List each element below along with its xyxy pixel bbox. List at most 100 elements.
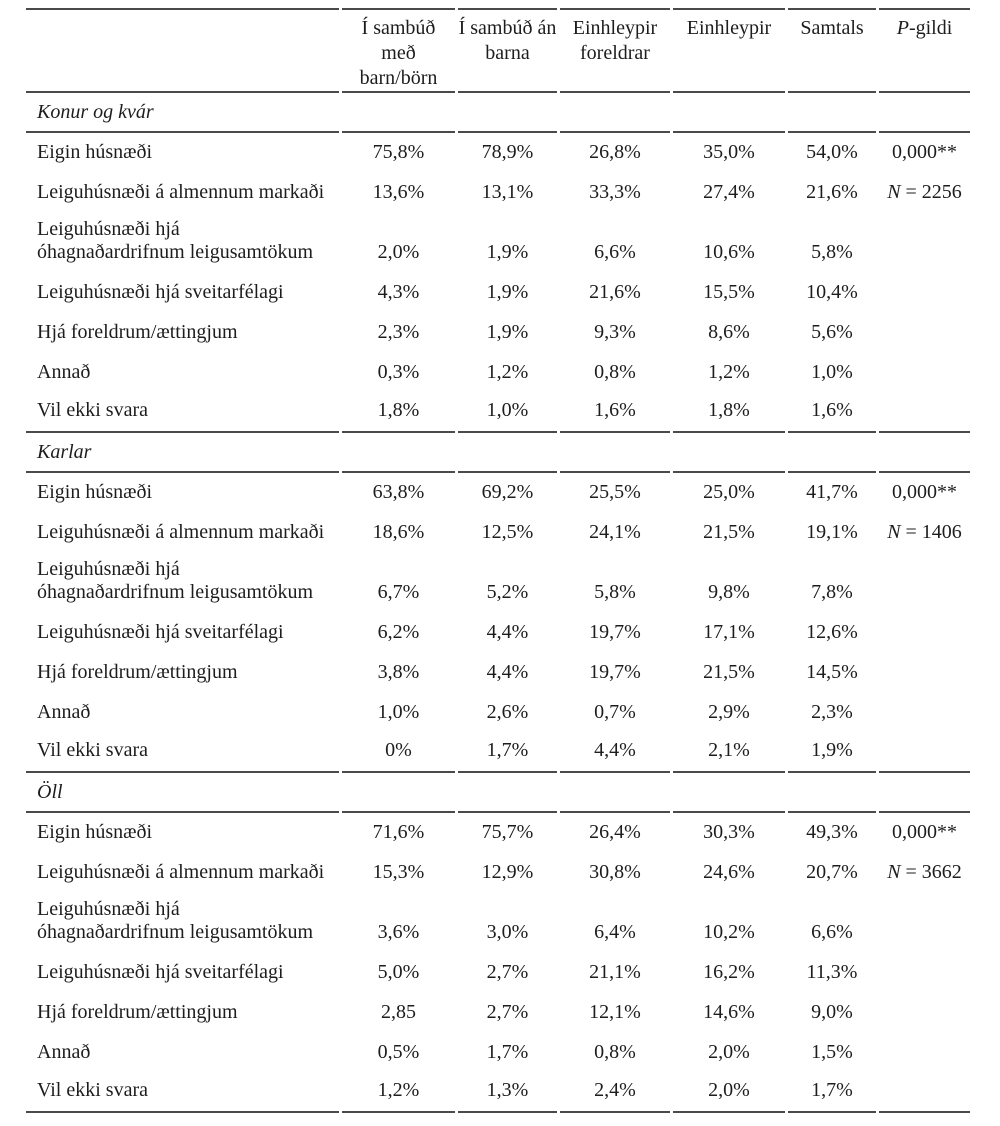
value-cell: 19,1%: [806, 521, 858, 543]
value-cell: 15,3%: [372, 861, 425, 883]
value-cell: 69,2%: [481, 481, 534, 503]
section-empty-cell: [879, 773, 970, 813]
value-cell: 15,5%: [703, 281, 755, 303]
p-cell: [879, 313, 970, 353]
section-empty-cell: [673, 773, 785, 813]
value-cell: 1,2%: [486, 361, 529, 383]
table-row: Leiguhúsnæði hjá óhagnaðardrifnum leigus…: [26, 553, 970, 613]
table-row: Annað 1,0% 2,6% 0,7% 2,9% 2,3%: [26, 693, 970, 733]
column-header-cohabiting-no-children: Í sambúð án barna: [458, 8, 557, 93]
value-cell: 75,8%: [372, 141, 425, 163]
value-cell: 2,7%: [486, 961, 529, 983]
section-empty-cell: [342, 433, 455, 473]
n-count-italic: N: [887, 521, 901, 543]
column-header-single-parents: Einhleypir foreldrar: [560, 8, 670, 93]
value-cell: 1,6%: [560, 393, 670, 433]
table-row: Eigin húsnæði 75,8% 78,9% 26,8% 35,0% 54,0% 0,…: [26, 133, 970, 173]
value-cell: 2,9%: [708, 701, 750, 723]
table-row: Leiguhúsnæði hjá óhagnaðardrifnum leigus…: [26, 213, 970, 273]
value-cell: 1,3%: [458, 1073, 557, 1113]
row-label: Leiguhúsnæði hjá sveitarfélagi: [37, 621, 284, 643]
section-row-oll: Öll: [26, 773, 970, 813]
value-cell: 2,0%: [377, 241, 420, 263]
section-empty-cell: [673, 93, 785, 133]
row-label: Annað: [37, 1041, 91, 1063]
p-cell: [879, 953, 970, 993]
value-cell: 1,9%: [788, 733, 876, 773]
value-cell: 0,3%: [377, 361, 420, 383]
p-cell: [879, 553, 970, 613]
value-cell: 6,7%: [377, 581, 420, 603]
table-row: Leiguhúsnæði hjá sveitarfélagi 5,0% 2,7% 21…: [26, 953, 970, 993]
table-row: Eigin húsnæði 71,6% 75,7% 26,4% 30,3% 49,3% 0,…: [26, 813, 970, 853]
section-title-cell: Konur og kvár: [26, 93, 339, 133]
value-cell: 1,2%: [342, 1073, 455, 1113]
value-cell: 6,6%: [811, 921, 853, 943]
p-cell: [879, 893, 970, 953]
value-cell: 10,4%: [806, 281, 858, 303]
p-cell: [879, 213, 970, 273]
value-cell: 6,2%: [377, 621, 420, 643]
table-row: Leiguhúsnæði hjá sveitarfélagi 4,3% 1,9% 21…: [26, 273, 970, 313]
p-value-italic: P: [896, 17, 909, 39]
value-cell: 12,6%: [806, 621, 858, 643]
value-cell: 5,2%: [486, 581, 529, 603]
value-cell: 3,8%: [377, 661, 420, 683]
value-cell: 1,9%: [486, 321, 529, 343]
value-cell: 14,5%: [806, 661, 858, 683]
value-cell: 25,0%: [703, 481, 755, 503]
table-row: Leiguhúsnæði hjá sveitarfélagi 6,2% 4,4% 19…: [26, 613, 970, 653]
section-empty-cell: [673, 433, 785, 473]
section-empty-cell: [788, 773, 876, 813]
value-cell: 12,1%: [589, 1001, 641, 1023]
row-label: Leiguhúsnæði hjá óhagnaðardrifnum leigus…: [37, 558, 314, 603]
value-cell: 2,7%: [486, 1001, 529, 1023]
value-cell: 26,4%: [589, 821, 641, 843]
value-cell: 63,8%: [372, 481, 425, 503]
p-cell: 0,000**: [892, 481, 957, 503]
housing-table-body: Í sambúð með barn/börn Í sambúð án barna…: [26, 8, 970, 1113]
value-cell: 6,6%: [594, 241, 636, 263]
table-row: Leiguhúsnæði á almennum markaði 18,6% 12,5…: [26, 513, 970, 553]
row-label: Eigin húsnæði: [37, 481, 153, 503]
housing-table: Í sambúð með barn/börn Í sambúð án barna…: [23, 8, 973, 1113]
value-cell: 0,8%: [594, 1041, 636, 1063]
row-label: Vil ekki svara: [26, 733, 339, 773]
table-row: Leiguhúsnæði á almennum markaði 13,6% 13,1…: [26, 173, 970, 213]
table-row: Vil ekki svara 1,2% 1,3% 2,4% 2,0% 1,7%: [26, 1073, 970, 1113]
value-cell: 54,0%: [806, 141, 858, 163]
table-row: Eigin húsnæði 63,8% 69,2% 25,5% 25,0% 41,7% 0,…: [26, 473, 970, 513]
value-cell: 0,7%: [594, 701, 636, 723]
value-cell: 1,7%: [458, 733, 557, 773]
section-empty-cell: [342, 773, 455, 813]
table-row: Leiguhúsnæði hjá óhagnaðardrifnum leigus…: [26, 893, 970, 953]
table-row: Hjá foreldrum/ættingjum 2,85 2,7% 12,1% 14,6…: [26, 993, 970, 1033]
value-cell: 5,8%: [594, 581, 636, 603]
value-cell: 2,4%: [560, 1073, 670, 1113]
column-header-single: Einhleypir: [673, 8, 785, 93]
value-cell: 10,6%: [703, 241, 755, 263]
section-empty-cell: [879, 93, 970, 133]
value-cell: 26,8%: [589, 141, 641, 163]
value-cell: 18,6%: [372, 521, 425, 543]
value-cell: 2,0%: [708, 1041, 750, 1063]
value-cell: 5,0%: [377, 961, 420, 983]
table-row: Hjá foreldrum/ættingjum 2,3% 1,9% 9,3% 8,6% 5…: [26, 313, 970, 353]
section-row-karlar: Karlar: [26, 433, 970, 473]
value-cell: 1,0%: [377, 701, 420, 723]
row-label: Leiguhúsnæði hjá sveitarfélagi: [37, 961, 284, 983]
value-cell: 9,0%: [811, 1001, 853, 1023]
value-cell: 49,3%: [806, 821, 858, 843]
value-cell: 10,2%: [703, 921, 755, 943]
column-header-cohabiting-with-children: Í sambúð með barn/börn: [342, 8, 455, 93]
value-cell: 21,5%: [703, 521, 755, 543]
value-cell: 1,7%: [788, 1073, 876, 1113]
value-cell: 12,9%: [481, 861, 534, 883]
value-cell: 4,3%: [377, 281, 420, 303]
value-cell: 30,8%: [589, 861, 641, 883]
value-cell: 13,6%: [372, 181, 425, 203]
section-empty-cell: [458, 433, 557, 473]
value-cell: 1,8%: [342, 393, 455, 433]
value-cell: 1,7%: [486, 1041, 529, 1063]
row-label: Leiguhúsnæði á almennum markaði: [37, 181, 325, 203]
